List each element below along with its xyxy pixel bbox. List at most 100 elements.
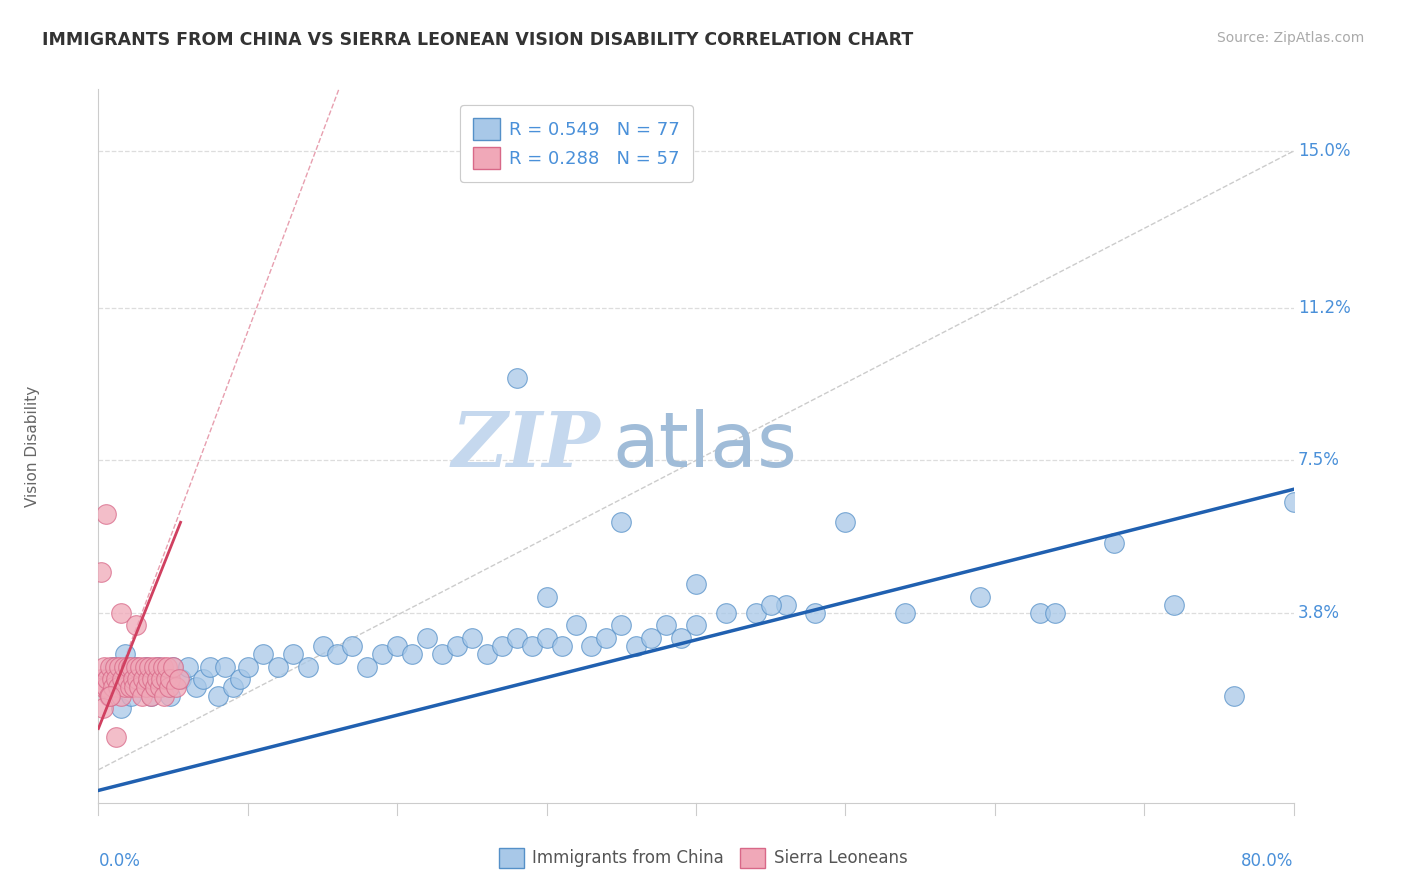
Text: 7.5%: 7.5% [1298, 451, 1340, 469]
Point [91, 701, 114, 715]
Text: Source: ZipAtlas.com: Source: ZipAtlas.com [1216, 31, 1364, 45]
Point [107, 681, 129, 695]
Text: IMMIGRANTS FROM CHINA VS SIERRA LEONEAN VISION DISABILITY CORRELATION CHART: IMMIGRANTS FROM CHINA VS SIERRA LEONEAN … [42, 31, 914, 49]
Point [385, 639, 409, 653]
Point [153, 689, 176, 703]
Point [150, 672, 173, 686]
Point [430, 648, 453, 662]
Point [416, 631, 439, 645]
Point [714, 606, 737, 620]
Legend: Immigrants from China, Sierra Leoneans: Immigrants from China, Sierra Leoneans [492, 841, 914, 875]
Point [162, 659, 184, 673]
Point [98, 689, 122, 703]
Point [159, 689, 181, 703]
Point [342, 639, 364, 653]
Point [775, 598, 797, 612]
Point [167, 672, 190, 686]
Point [446, 639, 468, 653]
Point [148, 659, 170, 673]
Point [165, 681, 187, 695]
Point [125, 618, 148, 632]
Point [401, 648, 423, 662]
Point [214, 659, 236, 673]
Point [110, 701, 132, 715]
Point [356, 659, 378, 673]
Point [655, 618, 678, 632]
Point [184, 681, 207, 695]
Point [804, 606, 827, 620]
Point [114, 681, 136, 695]
Legend: R = 0.549   N = 77, R = 0.288   N = 57: R = 0.549 N = 77, R = 0.288 N = 57 [460, 105, 693, 182]
Point [120, 659, 142, 673]
Point [162, 659, 184, 673]
Point [103, 681, 125, 695]
Point [685, 577, 707, 591]
Point [98, 689, 122, 703]
Point [506, 371, 529, 385]
Point [1028, 606, 1050, 620]
Text: 0.0%: 0.0% [98, 852, 141, 871]
Point [90, 672, 112, 686]
Point [177, 659, 200, 673]
Point [157, 681, 180, 695]
Point [745, 606, 768, 620]
Point [148, 659, 170, 673]
Point [125, 659, 148, 673]
Point [207, 689, 229, 703]
Point [145, 672, 167, 686]
Point [136, 672, 159, 686]
Point [114, 648, 136, 662]
Point [127, 672, 149, 686]
Point [97, 689, 120, 703]
Point [236, 659, 259, 673]
Point [120, 689, 142, 703]
Point [595, 631, 617, 645]
Text: ZIP: ZIP [451, 409, 600, 483]
Point [90, 565, 112, 579]
Point [117, 659, 139, 673]
Point [138, 659, 160, 673]
Point [550, 639, 572, 653]
Point [104, 659, 127, 673]
Point [94, 681, 117, 695]
Point [134, 659, 156, 673]
Text: 11.2%: 11.2% [1298, 299, 1351, 317]
Point [135, 659, 157, 673]
Point [297, 659, 319, 673]
Point [229, 672, 252, 686]
Point [1104, 536, 1126, 550]
Text: 3.8%: 3.8% [1298, 604, 1340, 622]
Point [326, 648, 349, 662]
Point [125, 659, 148, 673]
Point [222, 681, 245, 695]
Point [491, 639, 513, 653]
Text: 80.0%: 80.0% [1241, 852, 1294, 871]
Point [894, 606, 917, 620]
Point [191, 672, 214, 686]
Point [834, 516, 856, 530]
Point [132, 672, 155, 686]
Point [610, 516, 633, 530]
Point [142, 659, 165, 673]
Point [132, 672, 155, 686]
Point [252, 648, 274, 662]
Point [115, 672, 138, 686]
Point [669, 631, 692, 645]
Point [105, 672, 128, 686]
Point [520, 639, 543, 653]
Point [129, 681, 152, 695]
Point [311, 639, 333, 653]
Point [91, 681, 114, 695]
Point [155, 672, 177, 686]
Point [281, 648, 304, 662]
Point [139, 689, 162, 703]
Point [759, 598, 782, 612]
Point [169, 672, 191, 686]
Point [155, 672, 177, 686]
Point [96, 672, 118, 686]
Point [103, 659, 125, 673]
Point [581, 639, 603, 653]
Point [610, 618, 633, 632]
Point [143, 681, 166, 695]
Point [149, 681, 172, 695]
